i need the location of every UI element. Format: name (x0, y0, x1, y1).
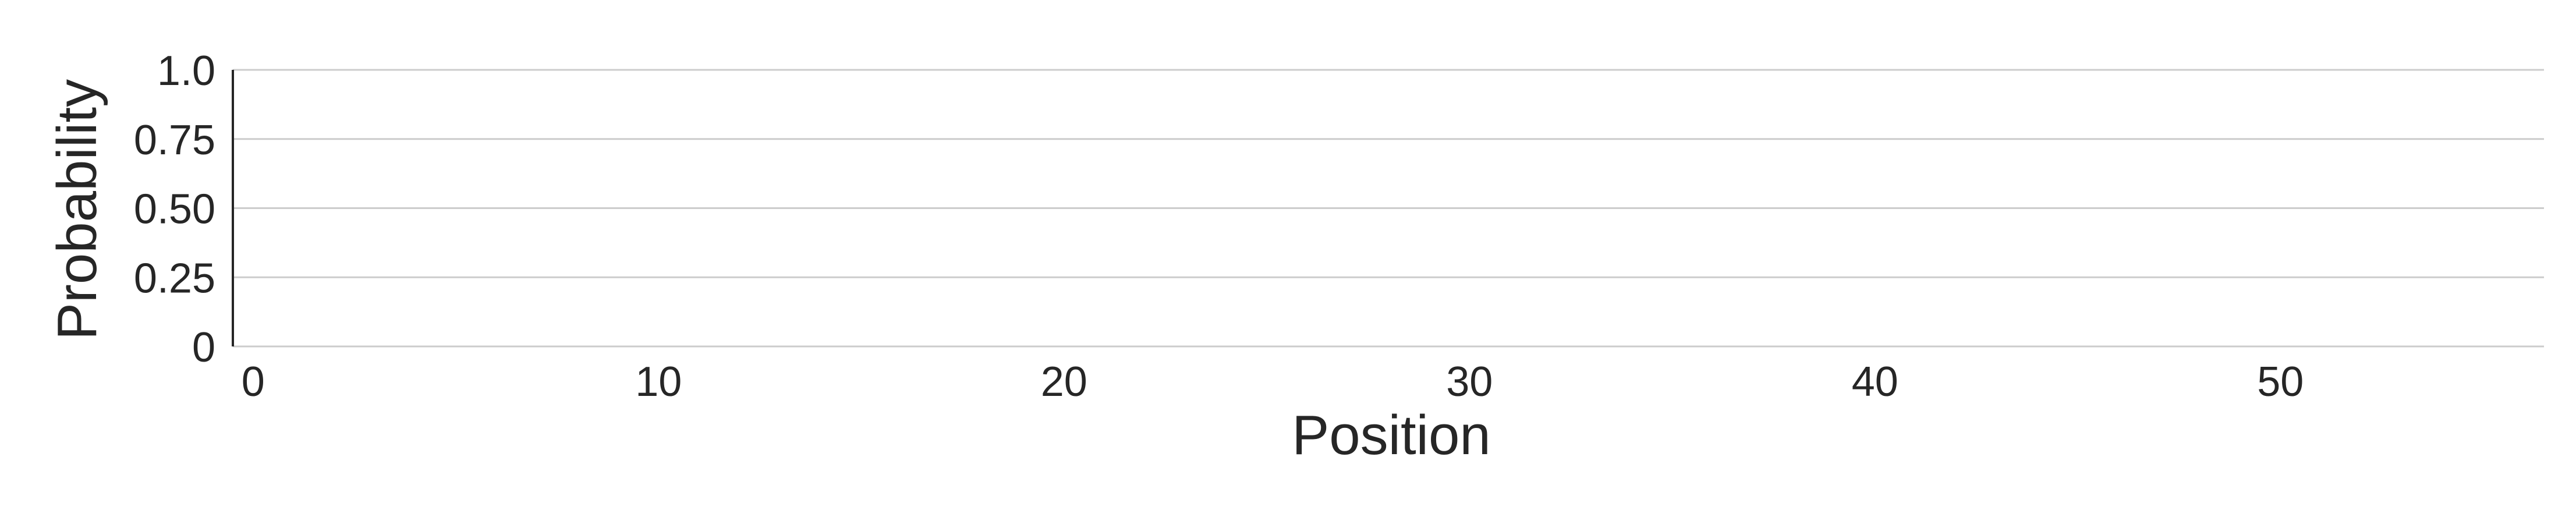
y-axis-title: Probability (46, 79, 108, 340)
y-tick-label: 0.50 (134, 186, 215, 233)
y-tick-label: 1.0 (157, 48, 215, 94)
y-tick-label: 0 (192, 324, 215, 371)
x-tick-label: 30 (1446, 359, 1493, 405)
y-tick-label: 0.75 (134, 117, 215, 164)
x-tick-label: 0 (242, 359, 265, 405)
x-axis: 0 10 20 30 40 50 (242, 359, 2304, 405)
y-tick-label: 0.25 (134, 255, 215, 302)
x-tick-label: 50 (2257, 359, 2304, 405)
grid (233, 69, 2544, 348)
x-axis-title: Position (1292, 404, 1491, 466)
y-axis: 0 0.25 0.50 0.75 1.0 (134, 48, 234, 371)
x-tick-label: 20 (1041, 359, 1087, 405)
x-tick-label: 40 (1852, 359, 1898, 405)
x-tick-label: 10 (635, 359, 682, 405)
